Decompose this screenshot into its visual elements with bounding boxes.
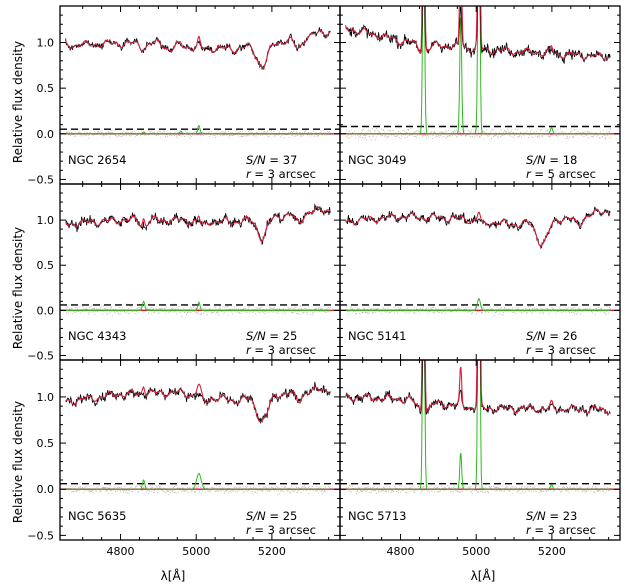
- signal-to-noise: S/N = 23: [526, 509, 577, 523]
- observed-spectrum: [65, 203, 331, 246]
- plot-area: [340, 360, 620, 495]
- best-fit-model: [65, 383, 331, 423]
- panel-ngc-5635: 4800 5000 5200 −0.5 0.0 0.5 1.0 NGC 5635 S/N = 2…: [27, 359, 341, 558]
- y-tick-label: 0.5: [37, 259, 55, 272]
- y-tick-label: −0.5: [27, 529, 54, 542]
- emission-component: [345, 6, 611, 135]
- galaxy-name: NGC 3049: [348, 153, 406, 167]
- x-tick-label: 4800: [387, 545, 415, 558]
- y-tick-label: 0.0: [37, 128, 55, 141]
- y-axis-title-row-2: Relative flux density: [11, 227, 25, 349]
- emission-component: [345, 298, 611, 311]
- signal-to-noise: S/N = 37: [246, 153, 297, 167]
- x-tick-label: 4800: [107, 545, 135, 558]
- y-tick-label: −0.5: [27, 349, 54, 362]
- observed-spectrum: [65, 381, 331, 424]
- panel-ngc-5141: NGC 5141 S/N = 26r = 3 arcsec: [339, 183, 621, 361]
- y-tick-label: 1.0: [37, 214, 55, 227]
- observed-spectrum: [345, 6, 611, 64]
- aperture-radius: r = 3 arcsec: [246, 167, 316, 181]
- y-tick-label: 1.0: [37, 37, 55, 50]
- observed-spectrum: [65, 27, 331, 71]
- x-axis-title-left: λ[Å]: [161, 568, 186, 583]
- y-axis-title-row-3: Relative flux density: [11, 401, 25, 523]
- signal-to-noise: S/N = 26: [526, 329, 577, 343]
- galaxy-name: NGC 2654: [68, 153, 126, 167]
- signal-to-noise: S/N = 25: [246, 509, 297, 523]
- signal-to-noise: S/N = 25: [246, 329, 297, 343]
- emission-component: [65, 300, 331, 311]
- plot-area: [60, 27, 340, 139]
- emission-component: [345, 360, 611, 490]
- panel-frame: [339, 359, 621, 541]
- x-tick-label: 5200: [538, 545, 566, 558]
- plot-area: [340, 6, 620, 141]
- galaxy-name: NGC 5141: [348, 329, 406, 343]
- emission-component: [65, 473, 331, 490]
- y-tick-label: 0.5: [37, 437, 55, 450]
- galaxy-name: NGC 5713: [348, 509, 406, 523]
- aperture-radius: r = 3 arcsec: [526, 523, 596, 537]
- best-fit-model: [345, 6, 611, 61]
- best-fit-model: [65, 29, 331, 69]
- y-tick-label: −0.5: [27, 173, 54, 186]
- panel-ngc-2654: −0.5 0.0 0.5 1.0 NGC 2654 S/N = 37r = 3 arcse…: [27, 5, 341, 186]
- y-tick-label: 0.5: [37, 82, 55, 95]
- best-fit-model: [345, 360, 611, 415]
- plot-area: [60, 381, 340, 496]
- y-tick-label: 0.0: [37, 304, 55, 317]
- x-tick-label: 5000: [182, 545, 210, 558]
- panel-ngc-3049: NGC 3049 S/N = 18r = 5 arcsec: [339, 5, 621, 185]
- x-axis-title-right: λ[Å]: [471, 568, 496, 583]
- panel-ngc-5713: 4800 5000 5200 NGC 5713 S/N = 23r = 3 arcsec: [339, 359, 621, 558]
- aperture-radius: r = 3 arcsec: [246, 523, 316, 537]
- galaxy-name: NGC 4343: [68, 329, 126, 343]
- galaxy-name: NGC 5635: [68, 509, 126, 523]
- y-tick-label: 1.0: [37, 391, 55, 404]
- best-fit-model: [345, 208, 611, 247]
- best-fit-model: [65, 206, 331, 242]
- x-tick-label: 5000: [462, 545, 490, 558]
- y-tick-label: 0.0: [37, 483, 55, 496]
- emission-component: [65, 124, 331, 135]
- residuals-ngc-4343: [65, 303, 332, 317]
- signal-to-noise: S/N = 18: [526, 153, 577, 167]
- plot-area: [60, 203, 340, 317]
- aperture-radius: r = 3 arcsec: [526, 343, 596, 357]
- panel-ngc-4343: −0.5 0.0 0.5 1.0 NGC 4343 S/N = 25r = 3 arcse…: [27, 183, 341, 362]
- plot-area: [340, 206, 620, 317]
- aperture-radius: r = 3 arcsec: [246, 343, 316, 357]
- aperture-radius: r = 5 arcsec: [526, 167, 596, 181]
- y-axis-title-row-1: Relative flux density: [11, 41, 25, 163]
- x-tick-label: 5200: [258, 545, 286, 558]
